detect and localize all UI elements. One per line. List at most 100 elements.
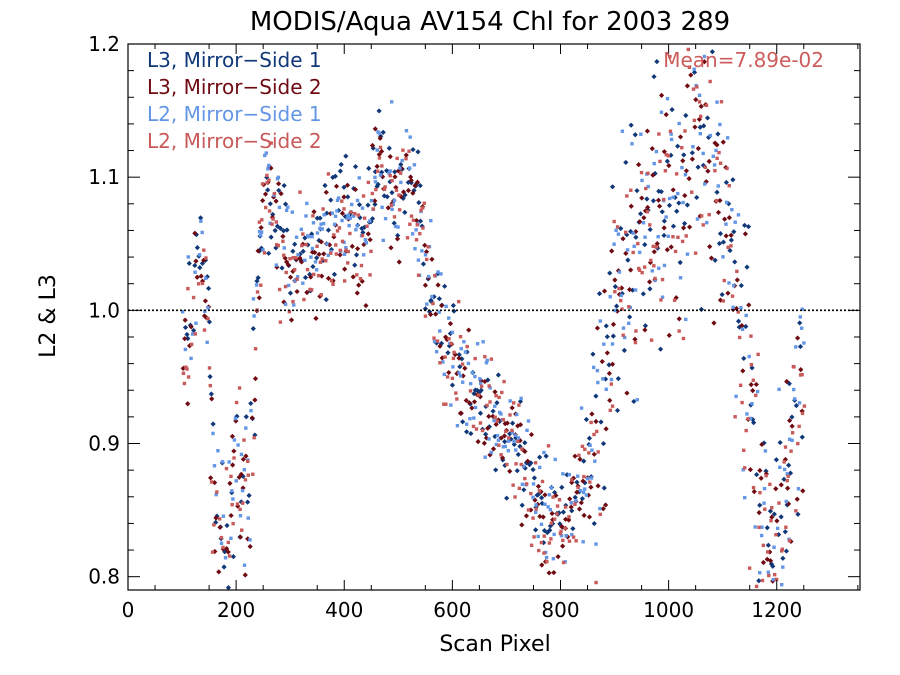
data-point [652,161,656,166]
data-point [630,142,634,146]
data-point [596,291,603,297]
data-point [281,239,285,244]
data-point [196,282,201,286]
data-point [733,220,737,224]
data-point [570,475,577,481]
data-point [673,249,678,254]
data-point [609,382,613,386]
data-point [458,335,463,339]
data-point [488,400,492,404]
data-point [412,163,417,167]
data-point [767,558,774,564]
data-point [345,216,350,220]
data-point [531,475,538,481]
data-point [437,343,443,349]
data-point [644,128,650,134]
data-point [642,242,648,248]
data-point [598,319,603,323]
data-point [708,255,715,261]
data-point [391,220,397,226]
data-point [259,283,263,287]
data-point [794,345,798,349]
data-point [394,188,399,192]
data-point [680,225,687,231]
data-point [603,502,609,508]
data-point [282,246,287,250]
data-point [377,135,383,141]
data-point [681,200,685,205]
data-point [483,431,489,437]
x-tick-label: 1200 [751,598,802,622]
data-point [376,108,382,114]
data-point [685,252,690,256]
data-point [603,426,609,432]
data-point [426,245,430,249]
data-point [230,553,236,560]
data-point [705,220,709,225]
data-point [281,182,287,189]
data-point [797,424,801,429]
data-point [360,233,365,238]
data-point [678,276,683,280]
data-point [637,250,642,255]
data-point [563,516,569,522]
data-point [735,269,739,274]
data-point [243,414,249,420]
data-point [533,527,539,533]
data-point [285,262,291,268]
data-point [593,418,599,425]
data-point [574,539,578,543]
data-point [252,314,256,318]
data-point [762,501,766,505]
data-point [775,526,780,531]
data-point [523,513,530,519]
data-point [596,450,600,454]
data-point [718,161,723,165]
data-point [800,411,805,416]
data-point [351,185,357,192]
data-point [439,302,445,309]
data-point [574,498,578,503]
data-point [205,340,209,345]
data-point [666,163,672,169]
data-point [646,171,650,175]
data-point [738,383,743,387]
data-point [764,525,770,531]
data-point [362,216,367,220]
data-point [368,219,372,223]
data-point [189,342,194,347]
data-point [222,549,228,555]
data-point [309,255,313,259]
data-point [785,478,789,483]
data-point [646,279,653,285]
data-point [245,536,251,542]
data-point [615,225,620,229]
data-point [532,535,536,539]
data-point [290,210,294,214]
data-point [254,283,259,287]
data-point [652,170,658,177]
data-point [409,214,414,218]
data-point [203,309,207,314]
data-point [607,270,613,276]
data-point [567,472,572,477]
data-point [711,154,715,158]
data-point [734,277,740,283]
data-point [632,132,638,138]
data-point [620,129,625,133]
data-point [621,333,625,337]
data-point [612,277,618,283]
data-point [662,263,667,268]
data-point [428,298,434,305]
data-point [342,266,348,272]
data-point [576,506,583,512]
data-point [569,508,575,514]
data-point [465,344,469,349]
data-point [230,462,236,468]
data-point [802,341,806,345]
data-point [774,533,778,537]
data-point [717,150,721,155]
data-point [291,256,295,260]
data-point [288,257,292,261]
data-point [663,169,668,173]
